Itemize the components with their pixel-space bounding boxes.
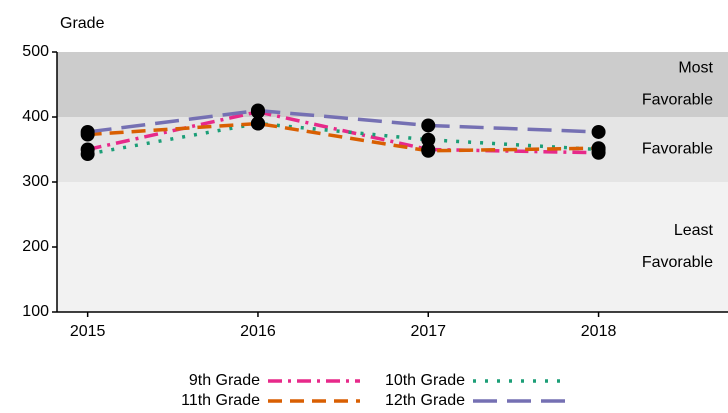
point: [421, 143, 436, 158]
legend-label: 12th Grade: [385, 392, 465, 409]
legend-label: 10th Grade: [385, 372, 465, 389]
series-line: [87, 110, 599, 155]
point: [250, 103, 265, 118]
band: [57, 52, 728, 117]
y-tick-label: 300: [22, 173, 49, 190]
y-tick-label: 400: [22, 108, 49, 125]
x-tick-label: 2018: [581, 323, 617, 340]
x-tick-label: 2017: [410, 323, 446, 340]
legend-label: 11th Grade: [181, 392, 260, 409]
legend-label: 9th Grade: [189, 372, 260, 389]
y-tick-label: 500: [22, 43, 49, 60]
series-line: [87, 121, 599, 156]
point: [250, 116, 265, 131]
band: [57, 182, 728, 312]
band: [57, 117, 728, 182]
point: [80, 147, 95, 162]
band-label: Most: [678, 60, 713, 77]
point: [421, 118, 436, 133]
point: [591, 124, 606, 139]
y-tick-label: 100: [22, 303, 49, 320]
x-tick-label: 2016: [240, 323, 276, 340]
point: [80, 124, 95, 139]
series-line: [87, 108, 599, 134]
y-tick-label: 200: [22, 238, 49, 255]
series-line: [87, 121, 599, 153]
x-tick-label: 2015: [70, 323, 106, 340]
band-label: Least: [674, 222, 714, 239]
y-axis-title: Grade: [60, 15, 105, 32]
point: [591, 141, 606, 156]
band-label: Favorable: [642, 92, 713, 109]
band-label: Favorable: [642, 141, 713, 158]
band-label: Favorable: [642, 254, 713, 271]
point: [421, 132, 436, 147]
